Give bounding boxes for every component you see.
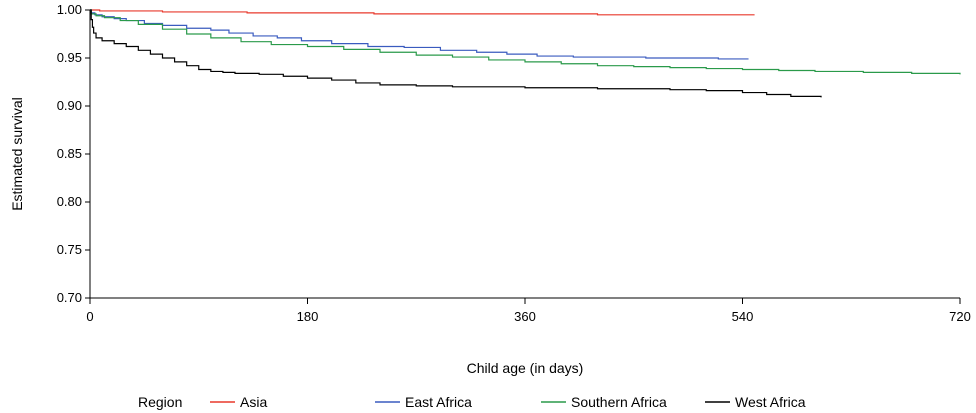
x-tick-label: 720 bbox=[949, 309, 971, 324]
legend-label: West Africa bbox=[735, 394, 806, 410]
legend-label: East Africa bbox=[405, 394, 472, 410]
legend-title: Region bbox=[138, 394, 182, 410]
axes: 0.70 0.75 0.80 0.85 0.90 0.95 1.00 0 180 360 540 72… bbox=[57, 2, 971, 324]
legend-label: Asia bbox=[240, 394, 267, 410]
legend-label: Southern Africa bbox=[571, 394, 667, 410]
y-tick-label: 0.95 bbox=[57, 50, 82, 65]
y-tick-label: 0.85 bbox=[57, 146, 82, 161]
legend: Region Asia East Africa Southern Africa Wes… bbox=[138, 394, 806, 410]
y-tick-label: 0.80 bbox=[57, 194, 82, 209]
x-tick-label: 0 bbox=[86, 309, 93, 324]
y-tick-label: 1.00 bbox=[57, 2, 82, 17]
y-tick-label: 0.75 bbox=[57, 242, 82, 257]
series-layer bbox=[90, 9, 961, 98]
series-line-east-africa bbox=[90, 9, 749, 60]
y-tick-label: 0.70 bbox=[57, 290, 82, 305]
x-tick-label: 360 bbox=[514, 309, 536, 324]
series-line-asia bbox=[90, 9, 755, 16]
series-line-west-africa bbox=[90, 9, 822, 98]
y-axis-title: Estimated survival bbox=[9, 97, 25, 211]
y-tick-label: 0.90 bbox=[57, 98, 82, 113]
x-tick-label: 540 bbox=[732, 309, 754, 324]
x-axis-title: Child age (in days) bbox=[467, 360, 584, 376]
x-tick-label: 180 bbox=[297, 309, 319, 324]
series-line-southern-africa bbox=[90, 9, 961, 75]
